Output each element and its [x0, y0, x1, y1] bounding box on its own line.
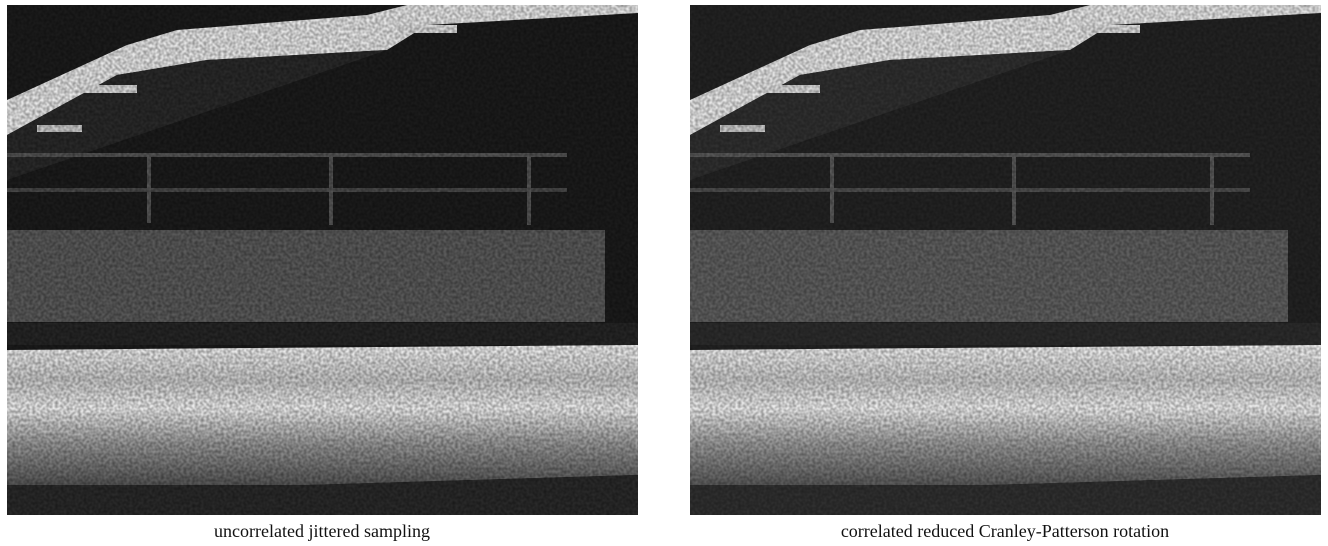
image-left: [7, 5, 638, 515]
image-right: [690, 5, 1321, 515]
caption: correlated reduced Cranley-Patterson rot…: [841, 521, 1169, 541]
caption: uncorrelated jittered sampling: [214, 521, 430, 541]
